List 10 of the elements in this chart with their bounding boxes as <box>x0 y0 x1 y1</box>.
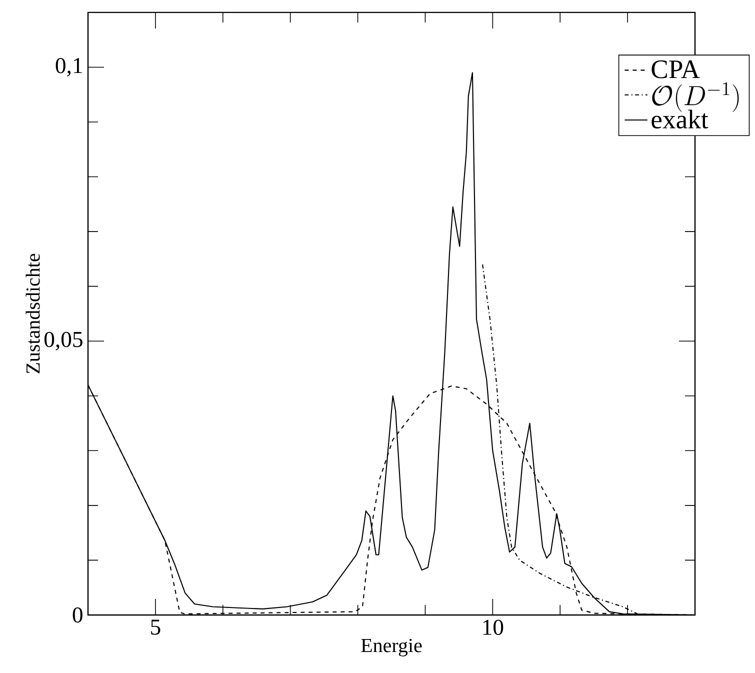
y-tick-label: 0,05 <box>44 332 82 350</box>
legend-label: exakt <box>652 110 708 129</box>
x-tick-label: 5 <box>151 620 160 635</box>
y-tick-label: 0 <box>72 607 82 623</box>
legend-label: $\mathcal{O}(D^{-1})$ <box>652 82 739 112</box>
legend-label: CPA <box>652 60 700 78</box>
x-tick-label: 10 <box>483 620 504 635</box>
x-axis-title: Energie <box>361 638 422 656</box>
y-axis-title: Zustandsdichte <box>26 254 40 374</box>
y-tick-label: 0,1 <box>56 58 82 77</box>
